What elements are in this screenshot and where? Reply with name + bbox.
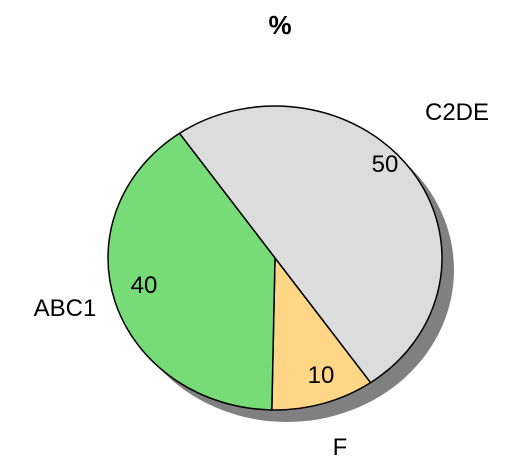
category-label-abc1: ABC1 xyxy=(34,295,97,322)
category-label-f: F xyxy=(333,434,348,461)
value-label-c2de: 50 xyxy=(372,151,399,178)
chart-title: % xyxy=(268,10,291,40)
pie-slice-abc1 xyxy=(107,132,276,411)
pie-slices xyxy=(107,105,443,411)
category-labels: C2DE F ABC1 xyxy=(34,99,489,461)
pie-slice-f xyxy=(271,255,372,411)
category-label-c2de: C2DE xyxy=(425,99,489,126)
value-label-abc1: 40 xyxy=(131,272,158,299)
pie-slice-c2de xyxy=(178,105,443,384)
value-labels: 50 10 40 xyxy=(131,151,399,389)
value-label-f: 10 xyxy=(308,362,335,389)
